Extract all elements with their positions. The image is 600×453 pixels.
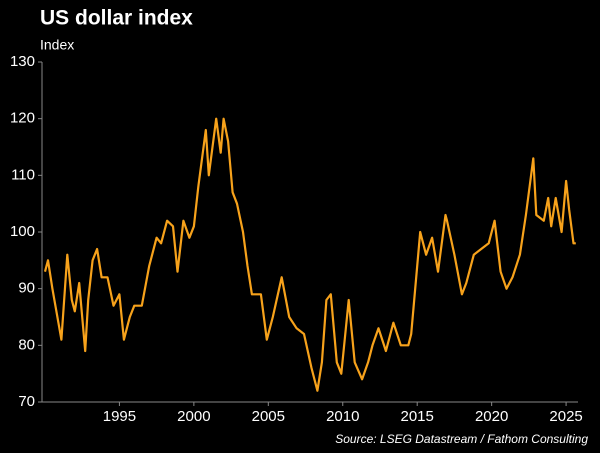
x-tick-label: 2005 [252, 408, 285, 425]
x-tick-label: 2015 [401, 408, 434, 425]
y-tick-label: 90 [18, 280, 35, 297]
y-tick-label: 80 [18, 336, 35, 353]
data-line [43, 117, 576, 392]
y-axis-label: Index [40, 37, 74, 53]
x-tick-label: 2010 [326, 408, 359, 425]
source-note: Source: LSEG Datastream / Fathom Consult… [335, 432, 588, 446]
x-tick-label: 2000 [177, 408, 210, 425]
y-tick-label: 110 [11, 166, 35, 183]
y-tick-label: 70 [18, 393, 35, 410]
y-tick-label: 130 [10, 53, 35, 70]
x-tick-label: 2025 [549, 408, 582, 425]
y-tick-label: 100 [10, 223, 35, 240]
x-tick-label: 1995 [103, 408, 136, 425]
chart-title: US dollar index [40, 7, 193, 30]
y-tick-label: 120 [10, 110, 35, 127]
x-tick-label: 2020 [475, 408, 508, 425]
